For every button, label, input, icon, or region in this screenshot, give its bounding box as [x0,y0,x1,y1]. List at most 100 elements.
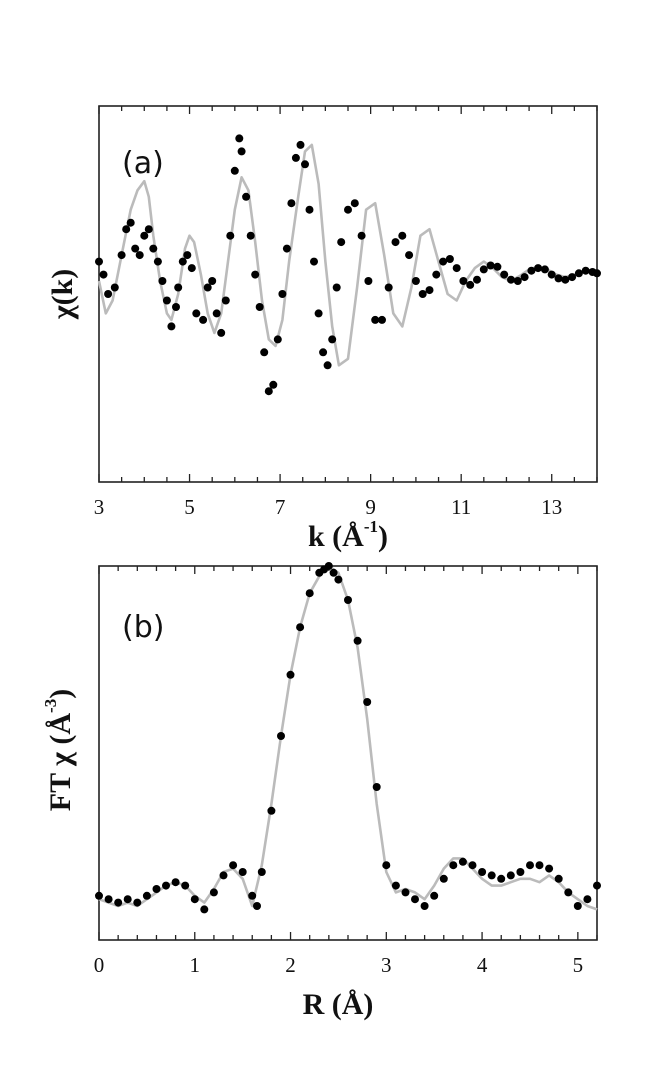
x-tick-label: 4 [477,953,488,977]
panel-b-tick-labels: 0 1 2 3 4 5 [94,953,583,977]
data-point [248,891,257,900]
data-point [114,898,123,907]
x-tick-label: 3 [381,953,392,977]
panel-a-tick-labels: 3 5 7 9 11 13 [94,495,562,519]
data-point [401,888,410,897]
data-point [487,871,496,880]
panel-a-xlabel: k (Å-1) [308,517,388,553]
data-point [593,881,601,890]
data-point [384,283,393,292]
data-point [219,871,228,880]
data-point [328,335,337,344]
data-point [486,261,495,270]
data-point [547,270,556,279]
data-point [221,296,230,305]
data-point [140,231,149,240]
panel-a-frame [98,105,598,483]
data-point [493,262,502,271]
data-point [217,328,226,337]
data-point [506,871,515,880]
data-point [324,562,333,570]
data-point [564,888,573,897]
data-point [209,888,218,897]
data-point [363,698,372,706]
data-point [242,192,251,201]
data-point [269,380,278,389]
data-point [144,225,153,234]
data-point [500,270,509,279]
panel-b-ylabel-end: ) [44,689,77,699]
data-point [391,881,400,890]
data-point [133,898,142,907]
panel-b-ylabel: FT χ (Å-3) [41,689,77,811]
data-point [439,257,448,266]
x-tick-label: 7 [275,495,286,519]
data-point [229,861,238,870]
x-tick-label: 3 [94,495,105,519]
data-point [323,361,332,370]
data-point [152,885,161,893]
data-point [174,283,183,292]
data-point [296,623,305,632]
data-point [581,266,590,275]
panel-b-xlabel: R (Å) [303,988,374,1021]
data-point [251,270,260,279]
panel-a-xlabel-sup: -1 [364,517,378,536]
data-point [314,309,323,318]
panel-b-label: (b) [122,610,164,645]
data-point [260,348,269,357]
data-point [291,153,300,162]
data-point [278,290,287,298]
data-point [452,264,461,273]
data-point [497,874,506,883]
data-point [535,861,544,870]
data-point [540,265,549,274]
panel-b-ylabel-main: FT χ (Å [44,713,77,812]
data-point [507,275,515,284]
data-point [286,670,295,679]
data-point [372,783,381,791]
data-point [301,160,309,169]
panel-a-xlabel-main: k (Å [308,520,364,553]
data-point [131,244,140,253]
data-point [568,273,577,282]
data-point [172,303,180,311]
data-point [554,274,563,283]
x-tick-label: 5 [184,495,195,519]
data-point [104,895,113,904]
data-point [337,238,346,247]
data-point [110,283,119,292]
x-tick-label: 2 [285,953,296,977]
data-point [200,905,209,914]
data-point [439,874,448,883]
data-point [420,902,429,910]
data-point [473,275,481,284]
data-point [520,273,529,282]
data-point [171,878,180,887]
data-point [208,277,217,285]
data-point [273,335,282,344]
data-point [238,868,247,876]
panel-a-ticks [98,106,598,482]
data-point [513,277,522,285]
data-point [153,257,162,266]
panel-b-ticks [98,566,598,940]
data-point [479,265,488,274]
data-point [267,806,276,815]
data-point [226,231,235,240]
data-point [425,286,434,295]
data-point [237,147,246,156]
panel-b: 0 1 2 3 4 5 (b) R (Å) FT χ (Å-3) [41,562,601,1021]
data-point [310,257,318,266]
fit-line [97,143,598,367]
data-point [104,290,113,298]
data-point [391,238,400,247]
data-point [534,264,543,273]
data-point [405,251,414,260]
data-point [117,251,126,260]
data-point [378,315,386,324]
data-point [319,348,328,357]
data-point [459,277,468,285]
x-tick-label: 5 [573,953,584,977]
data-point [235,134,244,143]
